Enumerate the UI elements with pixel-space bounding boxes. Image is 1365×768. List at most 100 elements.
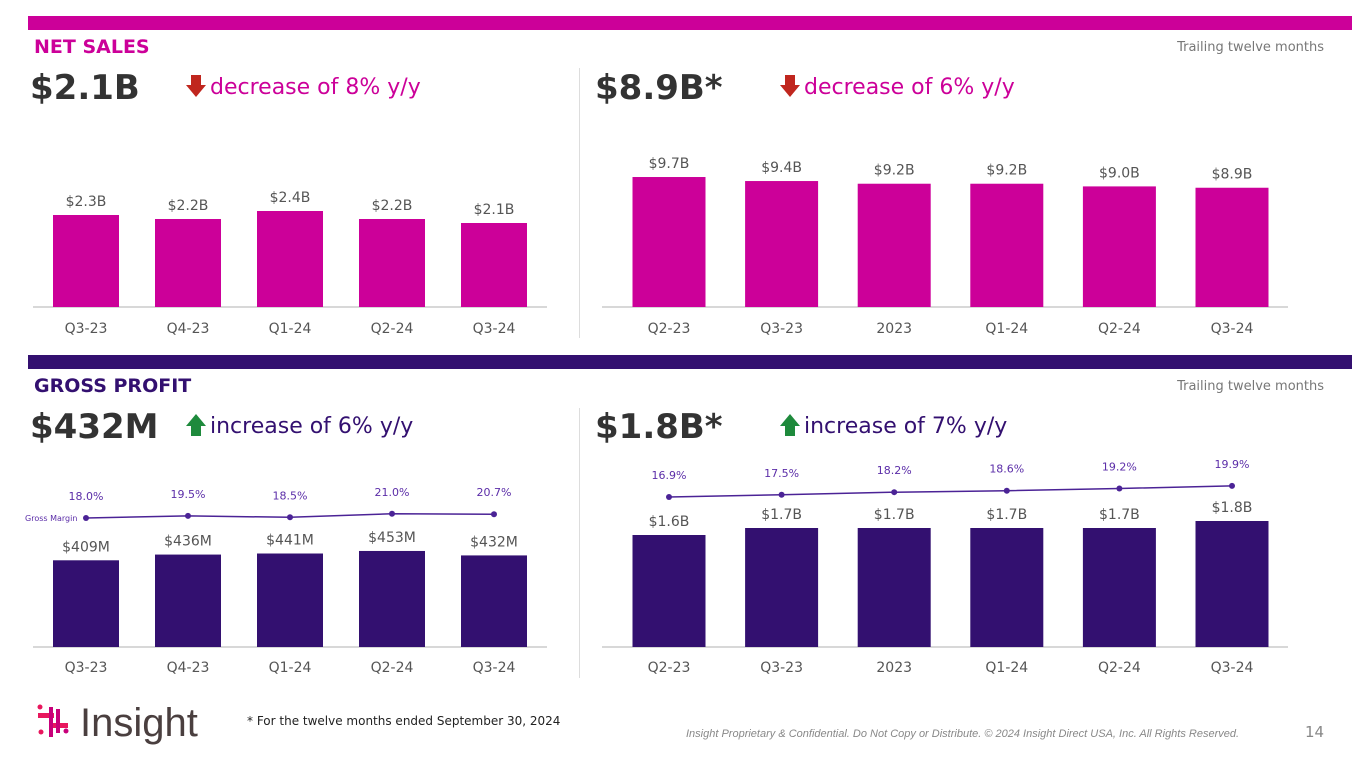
category-label: 2023 bbox=[876, 660, 912, 676]
gross-margin-point bbox=[1003, 487, 1010, 494]
bar bbox=[1082, 528, 1156, 647]
bar-value-label: $9.2B bbox=[986, 163, 1027, 179]
gross-margin-line bbox=[668, 485, 1233, 498]
series-name-label: Gross Margin bbox=[25, 514, 77, 523]
divider bbox=[579, 408, 580, 678]
net-sales-ttm-value: $8.9B* bbox=[595, 68, 723, 108]
bar-value-label: $441M bbox=[266, 533, 314, 549]
bar bbox=[359, 219, 425, 307]
category-label: Q1-24 bbox=[269, 321, 312, 337]
category-label: Q2-24 bbox=[371, 660, 414, 676]
gross-margin-point bbox=[1229, 482, 1235, 489]
arrow-up-icon bbox=[186, 414, 206, 436]
gross-profit-ttm-delta: increase of 7% y/y bbox=[780, 414, 1007, 439]
gross-margin-label: 19.2% bbox=[1102, 460, 1137, 473]
bar-value-label: $2.4B bbox=[270, 190, 311, 206]
gross-margin-label: 18.0% bbox=[69, 490, 104, 503]
gross-margin-point bbox=[491, 511, 497, 518]
delta-text: increase of 7% y/y bbox=[804, 414, 1008, 439]
bar-value-label: $2.2B bbox=[168, 198, 209, 214]
category-label: Q3-23 bbox=[65, 321, 108, 337]
bar-value-label: $2.3B bbox=[66, 194, 107, 210]
bar bbox=[359, 550, 425, 647]
category-label: Q4-23 bbox=[167, 321, 210, 337]
legal-notice: Insight Proprietary & Confidential. Do N… bbox=[686, 728, 1240, 740]
logo-text: Insight bbox=[80, 701, 198, 745]
bar-value-label: $2.2B bbox=[372, 198, 413, 214]
gross-margin-point bbox=[891, 489, 898, 496]
page-number: 14 bbox=[1305, 723, 1325, 741]
bar-value-label: $409M bbox=[62, 539, 110, 555]
category-label: Q3-24 bbox=[473, 660, 516, 676]
bar bbox=[1082, 186, 1156, 307]
bar-value-label: $8.9B bbox=[1212, 167, 1253, 183]
bar-value-label: $9.0B bbox=[1099, 165, 1140, 181]
net-sales-ttm-delta: decrease of 6% y/y bbox=[780, 75, 1015, 100]
bar-value-label: $436M bbox=[164, 534, 212, 550]
gross-margin-point bbox=[1116, 485, 1123, 492]
category-label: Q1-24 bbox=[269, 660, 312, 676]
category-label: Q1-24 bbox=[985, 660, 1028, 676]
bar-value-label: $1.7B bbox=[986, 507, 1027, 523]
bar-value-label: $9.4B bbox=[761, 160, 802, 176]
net-sales-title: NET SALES bbox=[34, 36, 150, 58]
bar bbox=[257, 211, 323, 307]
category-label: Q2-24 bbox=[1098, 321, 1141, 337]
gross-margin-label: 18.5% bbox=[273, 489, 308, 502]
bar bbox=[257, 553, 323, 647]
divider bbox=[579, 68, 580, 338]
bar bbox=[53, 560, 119, 647]
bar bbox=[461, 555, 527, 647]
bar bbox=[155, 219, 221, 307]
bar bbox=[632, 177, 706, 307]
gross-margin-point bbox=[185, 512, 191, 519]
gross-margin-point bbox=[83, 515, 89, 521]
bar bbox=[970, 183, 1044, 307]
gross-margin-point bbox=[778, 491, 785, 498]
bar bbox=[1195, 187, 1269, 307]
category-label: Q2-23 bbox=[648, 321, 691, 337]
bar bbox=[970, 528, 1044, 647]
category-label: Q2-24 bbox=[1098, 660, 1141, 676]
insight-logo: Insight bbox=[36, 701, 236, 755]
bar-value-label: $453M bbox=[368, 530, 416, 546]
category-label: Q3-23 bbox=[760, 660, 803, 676]
category-label: Q1-24 bbox=[985, 321, 1028, 337]
gross-profit-ttm-value: $1.8B* bbox=[595, 407, 723, 447]
category-label: Q3-24 bbox=[1211, 660, 1254, 676]
gross-margin-point bbox=[666, 494, 672, 500]
bar bbox=[461, 223, 527, 307]
bar bbox=[155, 554, 221, 647]
bar-value-label: $1.8B bbox=[1212, 500, 1253, 516]
gross-profit-band bbox=[28, 355, 1352, 369]
bar bbox=[745, 181, 819, 307]
bar bbox=[632, 535, 706, 647]
bar-value-label: $9.7B bbox=[649, 156, 690, 172]
bar-value-label: $1.6B bbox=[649, 514, 690, 530]
category-label: Q2-24 bbox=[371, 321, 414, 337]
category-label: Q2-23 bbox=[648, 660, 691, 676]
footnote: * For the twelve months ended September … bbox=[247, 714, 561, 728]
category-label: Q4-23 bbox=[167, 660, 210, 676]
arrow-down-icon bbox=[780, 75, 800, 97]
gross-margin-label: 21.0% bbox=[375, 486, 410, 499]
category-label: Q3-23 bbox=[760, 321, 803, 337]
delta-text: increase of 6% y/y bbox=[210, 414, 414, 439]
net-sales-band bbox=[28, 16, 1352, 30]
bar-value-label: $432M bbox=[470, 534, 518, 550]
bar bbox=[745, 528, 819, 647]
gross-margin-label: 20.7% bbox=[477, 486, 512, 499]
gross-profit-title: GROSS PROFIT bbox=[34, 375, 192, 397]
gross-profit-quarter-delta: increase of 6% y/y bbox=[186, 414, 413, 439]
gross-margin-label: 19.5% bbox=[171, 488, 206, 501]
gross-margin-label: 17.5% bbox=[764, 467, 799, 480]
net-sales-quarter-value: $2.1B bbox=[30, 68, 140, 108]
bar bbox=[857, 183, 931, 307]
category-label: 2023 bbox=[876, 321, 912, 337]
gross-margin-point bbox=[389, 510, 395, 517]
category-label: Q3-23 bbox=[65, 660, 108, 676]
arrow-up-icon bbox=[780, 414, 800, 436]
arrow-down-icon bbox=[186, 75, 206, 97]
delta-text: decrease of 8% y/y bbox=[210, 75, 421, 100]
